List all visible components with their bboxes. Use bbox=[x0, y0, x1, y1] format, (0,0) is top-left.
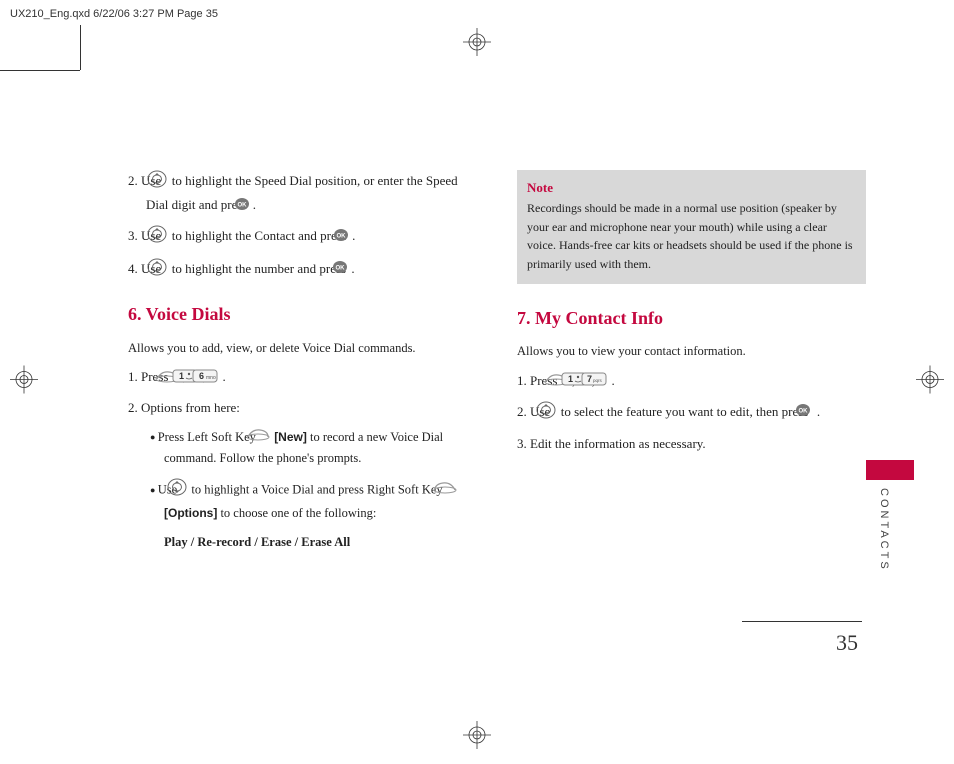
bullet-item: Press Left Soft Key [New] to record a ne… bbox=[128, 427, 477, 470]
step: 2. Options from here: bbox=[128, 397, 477, 418]
bracket-label-options: [Options] bbox=[164, 506, 217, 520]
section-subtitle: Allows you to view your contact informat… bbox=[517, 341, 866, 362]
nav-key-icon bbox=[165, 170, 167, 194]
registration-mark-icon bbox=[10, 366, 38, 399]
page-content: 2. Use to highlight the Speed Dial posit… bbox=[80, 70, 914, 714]
side-section-label: CONTACTS bbox=[878, 488, 890, 572]
registration-mark-icon bbox=[463, 721, 491, 754]
step: 4. Use to highlight the number and press… bbox=[128, 258, 477, 282]
print-header: UX210_Eng.qxd 6/22/06 3:27 PM Page 35 bbox=[10, 8, 218, 20]
step: 1. Press , 1 , 7pqrs . bbox=[517, 370, 866, 393]
step: 3. Use to highlight the Contact and pres… bbox=[128, 225, 477, 249]
crop-mark bbox=[0, 70, 80, 71]
step: 3. Edit the information as necessary. bbox=[517, 433, 866, 454]
right-column: Note Recordings should be made in a norm… bbox=[517, 170, 866, 553]
section-subtitle: Allows you to add, view, or delete Voice… bbox=[128, 338, 477, 359]
nav-key-icon bbox=[165, 258, 167, 282]
svg-text:mno: mno bbox=[206, 375, 216, 381]
section-heading-voice-dials: 6. Voice Dials bbox=[128, 300, 477, 330]
right-softkey-icon bbox=[447, 480, 457, 501]
svg-text:7: 7 bbox=[587, 374, 592, 384]
side-tab bbox=[866, 460, 914, 480]
key7-icon: 7pqrs bbox=[599, 371, 607, 392]
nav-key-icon bbox=[181, 478, 187, 503]
page-number: 35 bbox=[836, 630, 858, 656]
svg-text:1: 1 bbox=[179, 371, 184, 381]
bullet-item: Use to highlight a Voice Dial and press … bbox=[128, 478, 477, 525]
bracket-label-new: [New] bbox=[274, 430, 307, 444]
registration-mark-icon bbox=[463, 28, 491, 61]
nav-key-icon bbox=[165, 225, 167, 249]
step: 2. Use to highlight the Speed Dial posit… bbox=[128, 170, 477, 217]
svg-text:pqrs: pqrs bbox=[593, 378, 603, 383]
options-list: Play / Re-record / Erase / Erase All bbox=[128, 532, 477, 553]
left-softkey-icon bbox=[260, 427, 270, 448]
left-column: 2. Use to highlight the Speed Dial posit… bbox=[128, 170, 477, 553]
note-title: Note bbox=[527, 178, 856, 198]
step: 1. Press , 1 , 6mno . bbox=[128, 366, 477, 389]
key6-icon: 6mno bbox=[210, 368, 218, 389]
note-box: Note Recordings should be made in a norm… bbox=[517, 170, 866, 284]
svg-text:6: 6 bbox=[199, 371, 204, 381]
footer-rule bbox=[742, 621, 862, 622]
svg-text:OK: OK bbox=[237, 202, 247, 208]
svg-text:OK: OK bbox=[798, 409, 808, 415]
svg-text:OK: OK bbox=[337, 233, 347, 239]
crop-mark bbox=[80, 25, 81, 70]
step: 2. Use to select the feature you want to… bbox=[517, 401, 866, 425]
svg-text:1: 1 bbox=[568, 374, 573, 384]
section-heading-contact-info: 7. My Contact Info bbox=[517, 304, 866, 334]
note-body: Recordings should be made in a normal us… bbox=[527, 199, 856, 273]
registration-mark-icon bbox=[916, 366, 944, 399]
svg-text:OK: OK bbox=[336, 266, 346, 272]
